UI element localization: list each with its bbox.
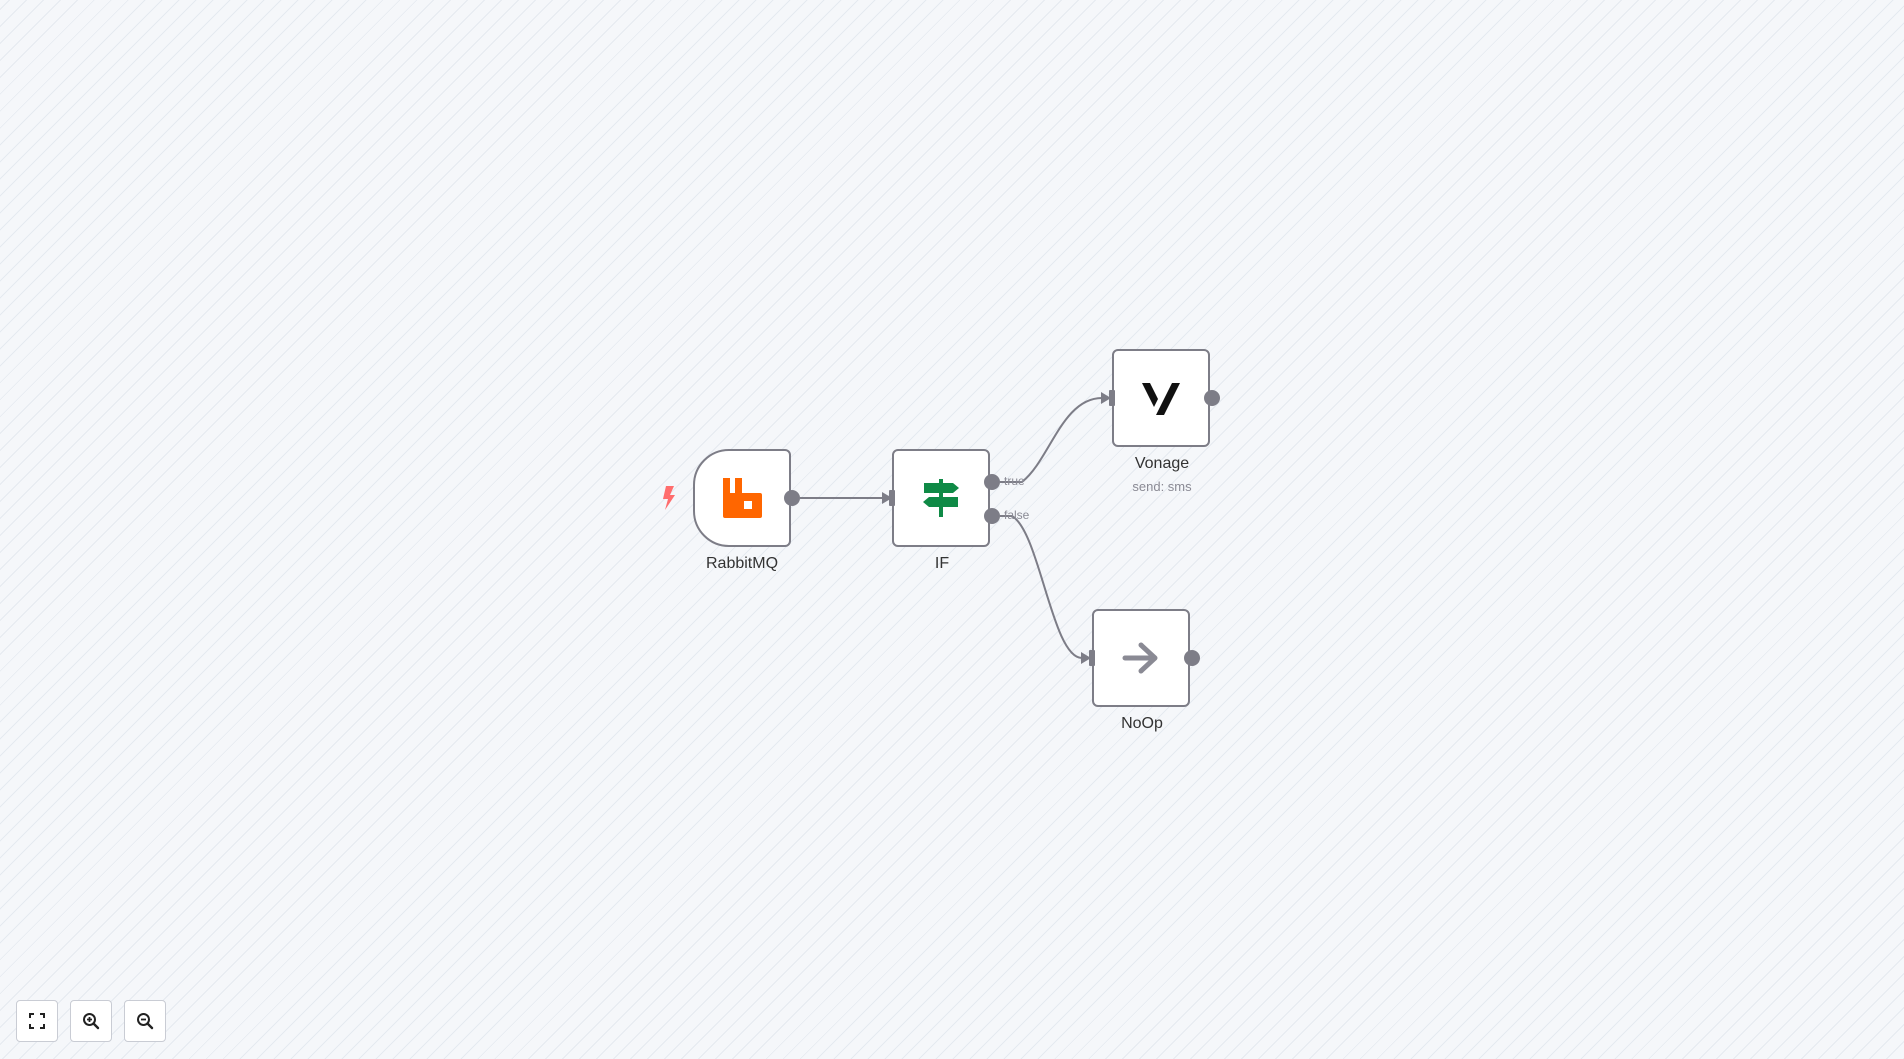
- rabbitmq-icon: [718, 474, 766, 522]
- signpost-icon: [917, 474, 965, 522]
- zoom-out-button[interactable]: [124, 1000, 166, 1042]
- canvas-controls: [16, 1000, 166, 1042]
- vonage-output-handle[interactable]: [1204, 390, 1220, 406]
- noop-input-handle[interactable]: [1089, 650, 1095, 666]
- noop-output-handle[interactable]: [1184, 650, 1200, 666]
- zoom-in-icon: [83, 1013, 100, 1030]
- zoom-in-button[interactable]: [70, 1000, 112, 1042]
- fit-view-icon: [29, 1013, 45, 1029]
- node-label-rabbitmq: RabbitMQ: [705, 555, 779, 572]
- if-true-label: true: [1004, 474, 1025, 488]
- node-label-if: IF: [934, 555, 950, 572]
- node-rabbitmq[interactable]: [693, 449, 791, 547]
- vonage-input-handle[interactable]: [1109, 390, 1115, 406]
- trigger-bolt-icon: [663, 486, 675, 510]
- if-input-handle[interactable]: [889, 490, 895, 506]
- node-label-vonage: Vonage: [1134, 455, 1190, 472]
- zoom-out-icon: [137, 1013, 154, 1030]
- connection-if-false-to-noop[interactable]: [1000, 515, 1083, 659]
- node-if[interactable]: [892, 449, 990, 547]
- node-vonage[interactable]: [1112, 349, 1210, 447]
- fit-view-button[interactable]: [16, 1000, 58, 1042]
- if-false-label: false: [1004, 508, 1030, 522]
- node-subtitle-vonage: send: sms: [1132, 479, 1192, 494]
- node-label-noop: NoOp: [1121, 715, 1163, 732]
- vonage-icon: [1137, 374, 1185, 422]
- if-output-true-handle[interactable]: [984, 474, 1000, 490]
- arrow-right-icon: [1117, 634, 1165, 682]
- node-noop[interactable]: [1092, 609, 1190, 707]
- rabbitmq-output-handle[interactable]: [784, 490, 800, 506]
- if-output-false-handle[interactable]: [984, 508, 1000, 524]
